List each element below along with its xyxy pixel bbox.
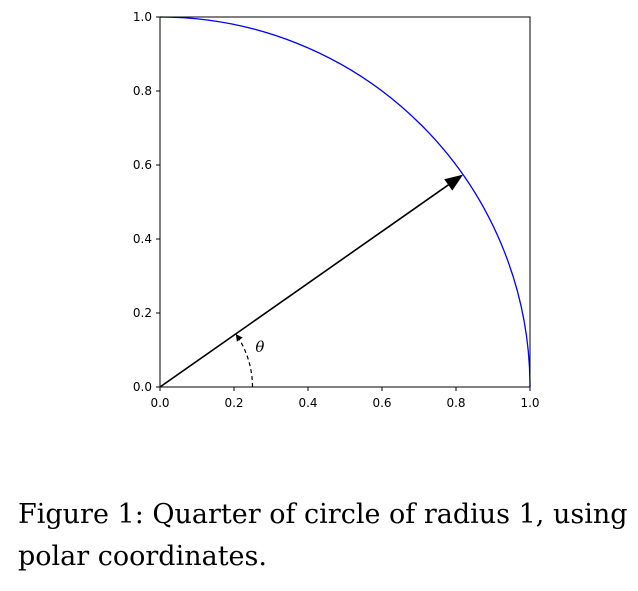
- quarter-circle-arc: [159, 16, 531, 388]
- y-tick-label: 0.4: [133, 232, 152, 246]
- y-tick-label: 0.6: [133, 158, 152, 172]
- theta-label: θ: [255, 338, 264, 356]
- chart-marks: θ: [159, 16, 531, 388]
- radius-vector-arrowhead: [444, 174, 464, 191]
- x-tick-label: 0.4: [298, 396, 317, 410]
- radius-vector-shaft: [159, 184, 449, 388]
- plot-area-background: [160, 17, 530, 387]
- figure-caption: Figure 1: Quarter of circle of radius 1,…: [18, 499, 628, 572]
- y-tick-label: 0.2: [133, 306, 152, 320]
- x-tick-label: 0.2: [224, 396, 243, 410]
- angle-arc-arrowhead: [235, 333, 243, 342]
- axes-frame: [159, 16, 531, 388]
- x-tick-label: 0.8: [446, 396, 465, 410]
- y-tick-label: 0.8: [133, 84, 152, 98]
- y-tick-label: 0.0: [133, 380, 152, 394]
- polar-figure: 0.0 0.2 0.4 0.6 0.8 1.0 0.0 0.2 0.4 0.6 0.8 1.0 θ: [133, 10, 540, 410]
- x-tick-label: 0.6: [372, 396, 391, 410]
- x-tick-label: 0.0: [150, 396, 169, 410]
- y-tick-label: 1.0: [133, 10, 152, 24]
- x-tick-label: 1.0: [520, 396, 539, 410]
- axis-ticks: 0.0 0.2 0.4 0.6 0.8 1.0 0.0 0.2 0.4 0.6 0.8 1.0: [133, 10, 540, 410]
